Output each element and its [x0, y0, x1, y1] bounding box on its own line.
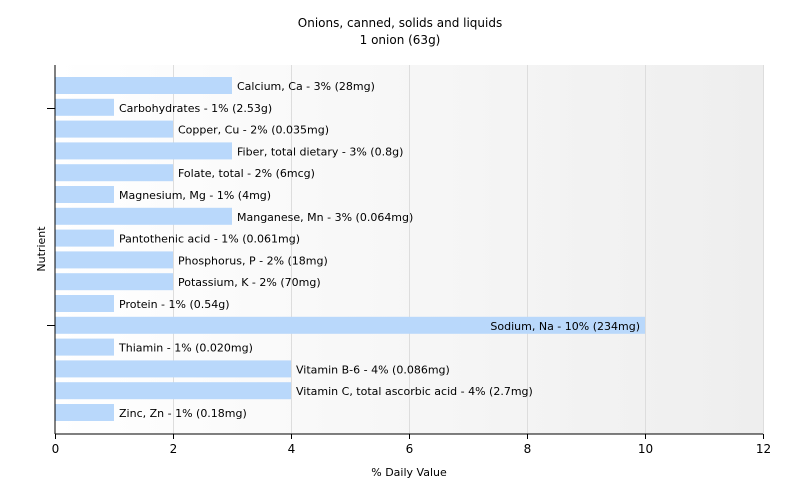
y-axis-label: Nutrient [35, 226, 48, 272]
bar-label: Potassium, K - 2% (70mg) [178, 276, 321, 289]
bar-label: Sodium, Na - 10% (234mg) [490, 320, 640, 333]
x-tick-label: 8 [524, 442, 532, 456]
bar [55, 316, 645, 334]
bar-label: Pantothenic acid - 1% (0.061mg) [119, 233, 300, 246]
bar [55, 360, 291, 378]
x-tick-label: 12 [756, 442, 771, 456]
bar-label: Phosphorus, P - 2% (18mg) [178, 254, 328, 267]
bar [55, 404, 114, 421]
bar [55, 251, 173, 269]
x-axis-label: % Daily Value [371, 466, 447, 479]
bar [55, 338, 114, 356]
x-axis-ticks: 0 2 4 6 8 10 12 [52, 434, 771, 456]
bar-label: Zinc, Zn - 1% (0.18mg) [119, 407, 247, 420]
bar [55, 98, 114, 116]
bar-label: Vitamin B-6 - 4% (0.086mg) [296, 363, 450, 376]
bar [55, 77, 232, 94]
bar-label: Folate, total - 2% (6mcg) [178, 167, 315, 180]
bar [55, 186, 114, 203]
x-tick-label: 10 [638, 442, 653, 456]
y-axis-ticks [47, 108, 55, 326]
grid-lines [173, 65, 764, 434]
x-tick-label: 2 [170, 442, 178, 456]
bar [55, 382, 291, 400]
bar [55, 142, 232, 160]
bar-label: Vitamin C, total ascorbic acid - 4% (2.7… [296, 385, 533, 398]
bar [55, 273, 173, 291]
bar-label: Calcium, Ca - 3% (28mg) [237, 80, 375, 93]
bar-label: Copper, Cu - 2% (0.035mg) [178, 124, 329, 137]
x-tick-label: 0 [52, 442, 60, 456]
bar [55, 207, 232, 225]
bar-labels: Calcium, Ca - 3% (28mg) Carbohydrates - 1… [118, 80, 640, 420]
chart-title: Onions, canned, solids and liquids [298, 16, 502, 30]
bar [55, 120, 173, 138]
bar-label: Fiber, total dietary - 3% (0.8g) [237, 145, 403, 158]
bars [55, 77, 645, 421]
bar-label: Thiamin - 1% (0.020mg) [118, 342, 253, 355]
bar-label: Carbohydrates - 1% (2.53g) [119, 102, 272, 115]
bar-label: Magnesium, Mg - 1% (4mg) [119, 189, 271, 202]
bar [55, 229, 114, 247]
x-tick-label: 4 [288, 442, 296, 456]
bar-label: Manganese, Mn - 3% (0.064mg) [237, 211, 413, 224]
bar [55, 164, 173, 182]
bar-label: Protein - 1% (0.54g) [119, 298, 230, 311]
chart-subtitle: 1 onion (63g) [360, 33, 441, 47]
bar [55, 295, 114, 312]
x-tick-label: 6 [406, 442, 414, 456]
